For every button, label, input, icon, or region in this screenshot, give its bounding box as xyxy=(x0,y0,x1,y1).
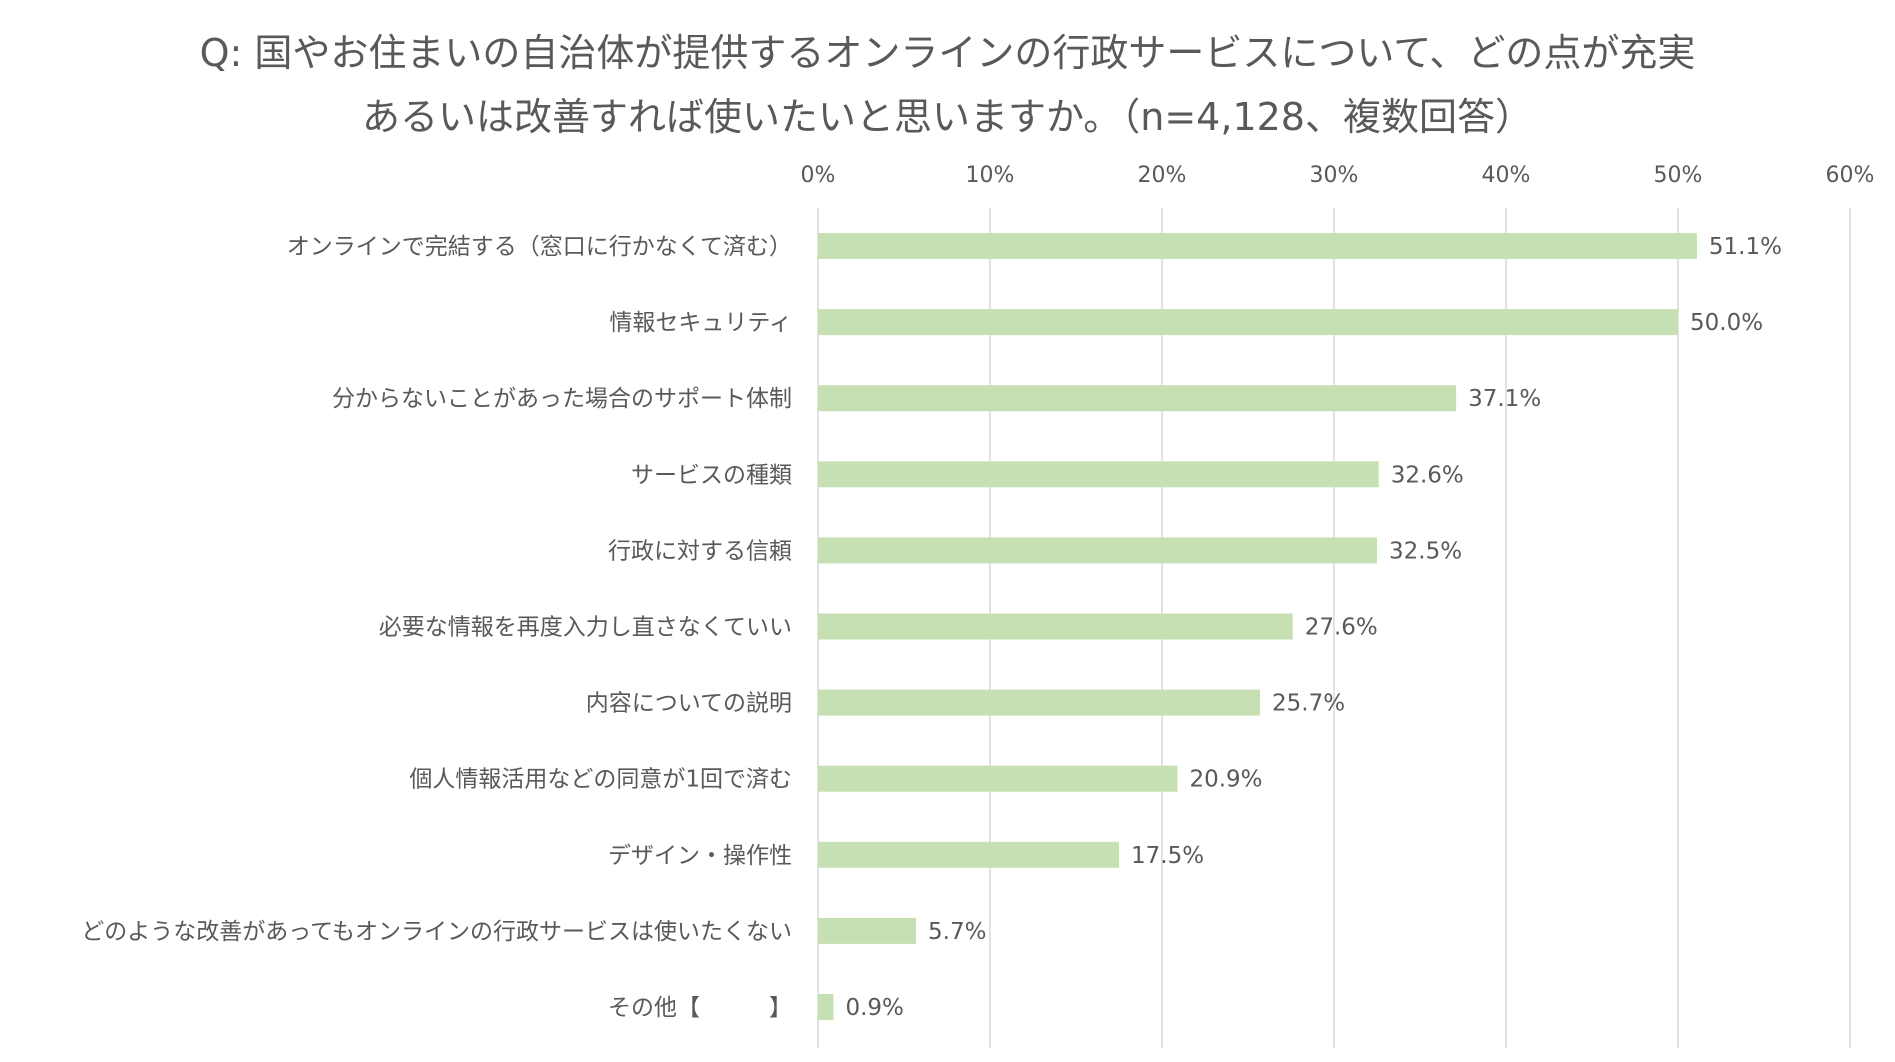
chart-title-line-2: あるいは改善すれば使いたいと思いますか。（n=4,128、複数回答） xyxy=(362,95,1533,139)
category-label-10: その他【 】 xyxy=(608,995,792,1021)
x-tick-label-20: 20% xyxy=(1138,163,1187,188)
value-label-3: 32.6% xyxy=(1391,462,1464,488)
x-tick-label-60: 60% xyxy=(1826,163,1875,188)
bar-4 xyxy=(818,537,1377,564)
bar-6 xyxy=(818,689,1261,716)
x-tick-label-0: 0% xyxy=(801,163,836,188)
x-tick-label-40: 40% xyxy=(1482,163,1531,188)
category-label-8: デザイン・操作性 xyxy=(608,843,792,869)
x-tick-label-10: 10% xyxy=(966,163,1015,188)
x-tick-label-30: 30% xyxy=(1310,163,1359,188)
value-label-6: 25.7% xyxy=(1272,691,1345,717)
bar-3 xyxy=(818,461,1379,488)
category-label-5: 必要な情報を再度入力し直さなくていい xyxy=(379,615,792,641)
bar-0 xyxy=(818,233,1697,259)
category-label-2: 分からないことがあった場合のサポート体制 xyxy=(332,386,792,412)
category-labels: オンラインで完結する（窓口に行かなくて済む） 情報セキュリティ分からないことがあっ… xyxy=(81,234,792,1021)
bar-8 xyxy=(818,841,1119,868)
value-label-4: 32.5% xyxy=(1389,538,1462,564)
category-label-3: サービスの種類 xyxy=(631,462,792,488)
value-label-9: 5.7% xyxy=(928,919,986,945)
value-label-5: 27.6% xyxy=(1305,615,1378,641)
category-label-9: どのような改善があってもオンラインの行政サービスは使いたくない xyxy=(81,919,792,945)
bar-2 xyxy=(818,385,1457,412)
x-tick-label-50: 50% xyxy=(1654,163,1703,188)
value-label-10: 0.9% xyxy=(845,995,903,1021)
category-label-7: 個人情報活用などの同意が1回で済む xyxy=(409,767,792,793)
value-label-7: 20.9% xyxy=(1189,767,1262,793)
bar-7 xyxy=(818,765,1178,792)
category-label-4: 行政に対する信頼 xyxy=(608,538,792,564)
bar-9 xyxy=(818,917,917,944)
value-label-0: 51.1% xyxy=(1709,234,1782,260)
x-axis-tick-labels: 0% 10% 20% 30% 40% 50% 60% xyxy=(801,163,1875,188)
bar-1 xyxy=(818,309,1678,336)
value-label-8: 17.5% xyxy=(1131,843,1204,869)
category-label-1: 情報セキュリティ xyxy=(609,310,792,336)
bar-5 xyxy=(818,613,1293,640)
bars xyxy=(818,233,1697,1020)
bar-10 xyxy=(818,994,834,1020)
value-label-2: 37.1% xyxy=(1468,386,1541,412)
category-label-6: 内容についての説明 xyxy=(586,691,792,717)
value-labels: 51.1% 50.0% 37.1% 32.6% 32.5% 27.6% 25.7% 20.9%… xyxy=(845,234,1782,1021)
category-label-0: オンラインで完結する（窓口に行かなくて済む） xyxy=(287,234,792,260)
value-label-1: 50.0% xyxy=(1690,310,1763,336)
chart-title-line-1: Q: 国やお住まいの自治体が提供するオンラインの行政サービスについて、どの点が充… xyxy=(199,31,1696,75)
